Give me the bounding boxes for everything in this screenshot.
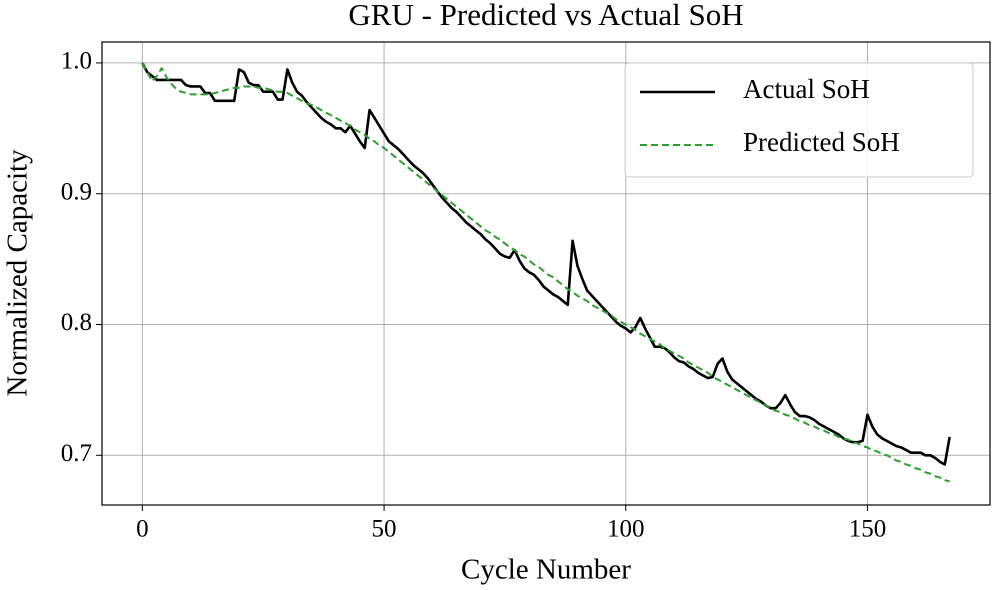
y-tick-label: 0.7 bbox=[61, 440, 92, 467]
x-tick-label: 50 bbox=[372, 516, 397, 543]
x-tick-label: 100 bbox=[607, 516, 645, 543]
y-tick-label: 0.9 bbox=[61, 178, 92, 205]
y-axis-label: Normalized Capacity bbox=[2, 149, 34, 397]
legend-label: Predicted SoH bbox=[743, 127, 900, 157]
x-tick-label: 150 bbox=[849, 516, 887, 543]
legend-label: Actual SoH bbox=[743, 74, 870, 104]
series-line bbox=[141, 62, 950, 483]
y-tick-label: 0.8 bbox=[61, 309, 92, 336]
chart-title: GRU - Predicted vs Actual SoH bbox=[348, 0, 743, 32]
y-tick-label: 1.0 bbox=[61, 48, 92, 75]
x-tick-label: 0 bbox=[136, 516, 149, 543]
series-line bbox=[141, 62, 951, 466]
x-axis-label: Cycle Number bbox=[461, 554, 631, 586]
plot-frame bbox=[101, 41, 991, 506]
